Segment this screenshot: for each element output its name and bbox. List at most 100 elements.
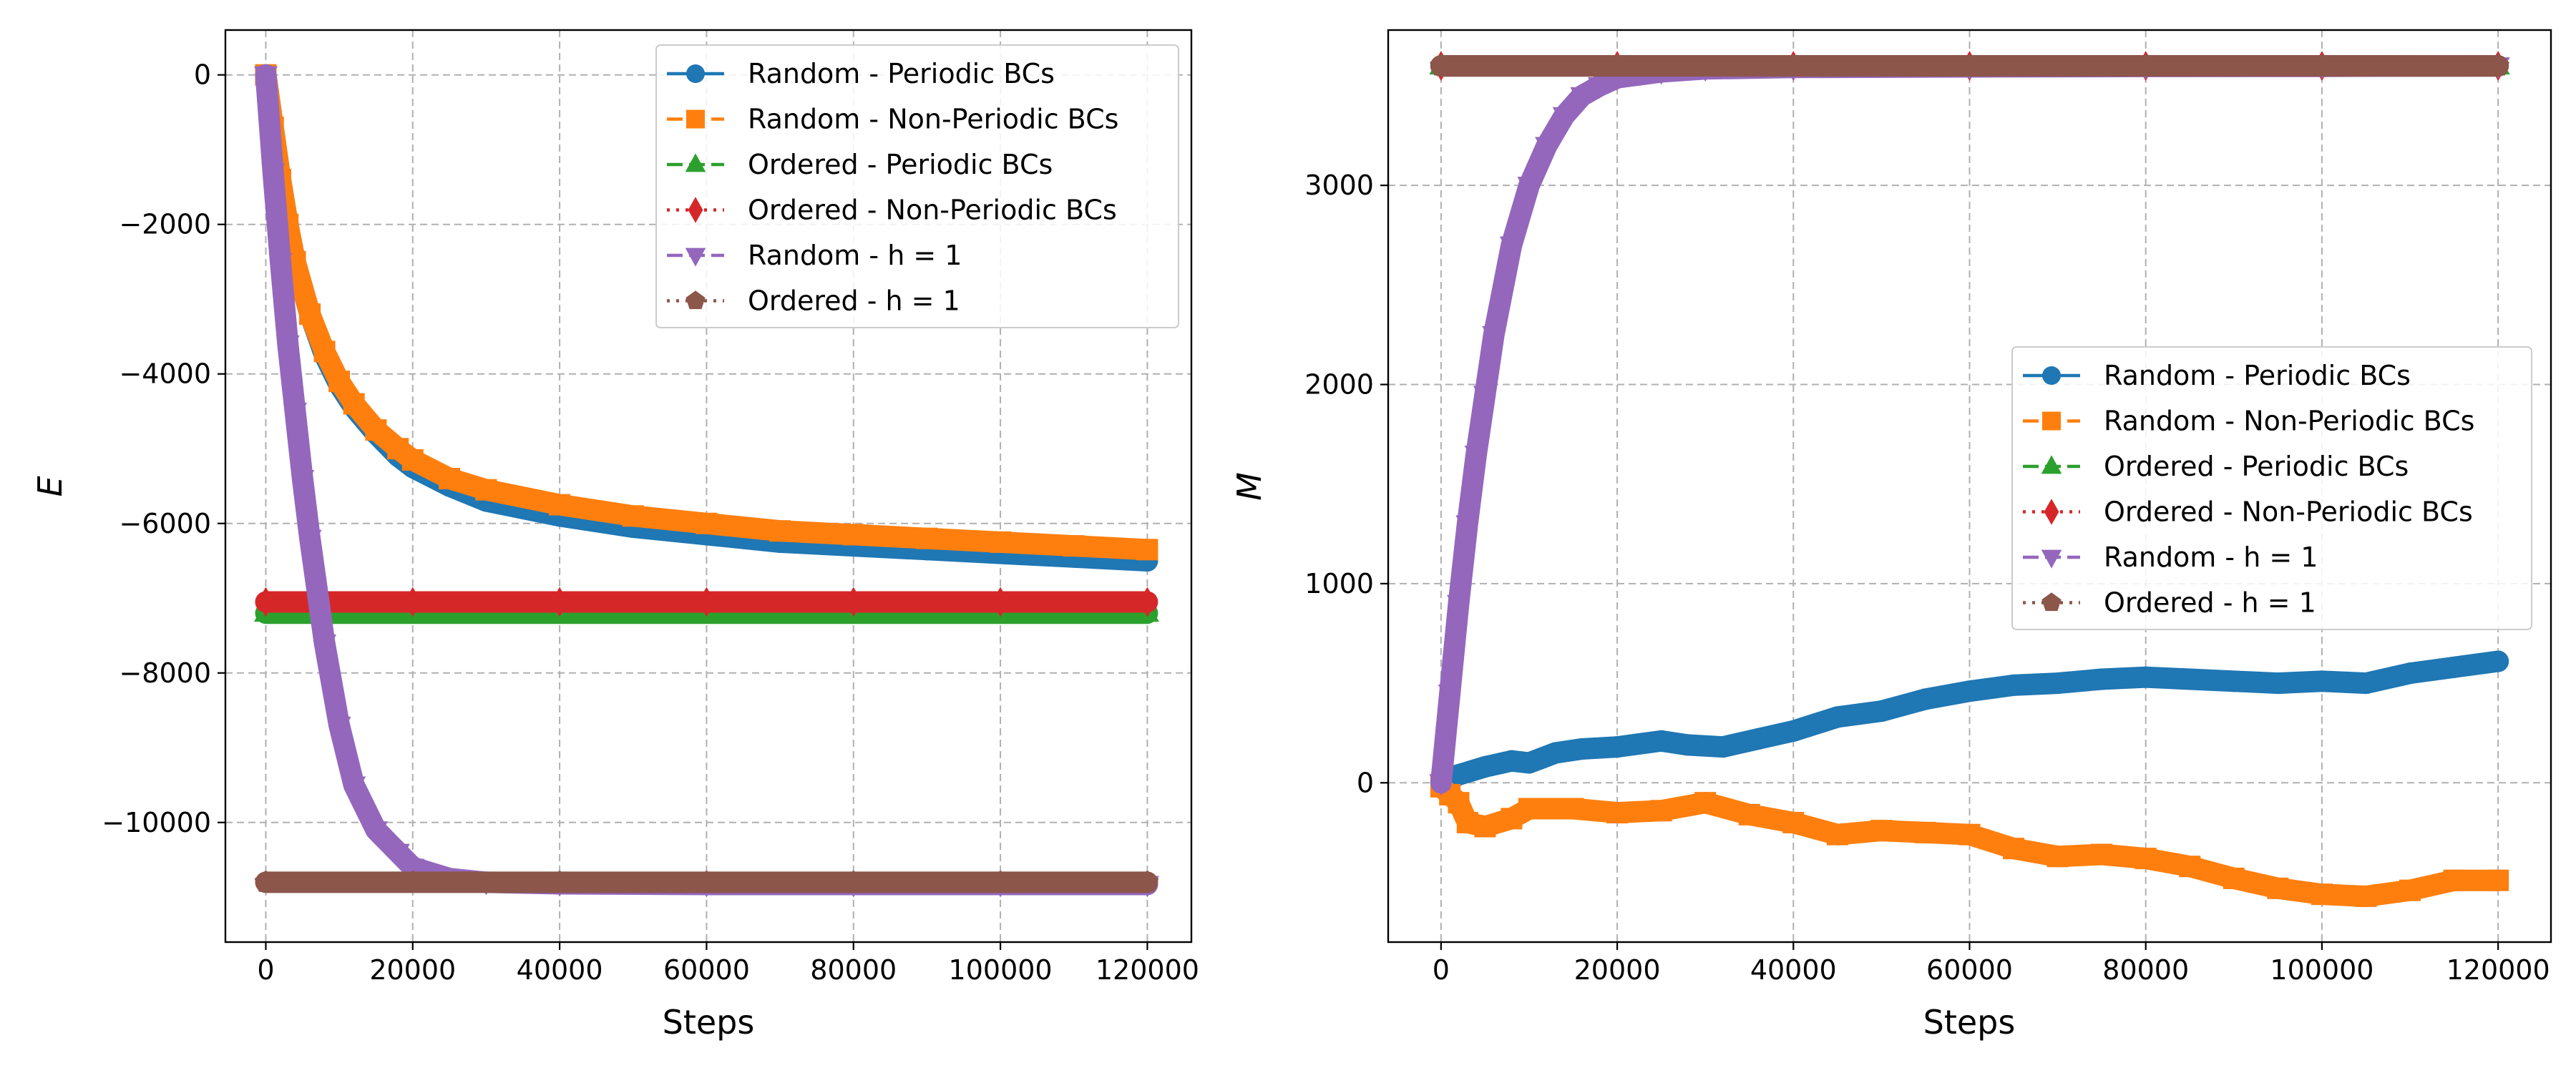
- data-point: [313, 340, 336, 363]
- data-point: [1958, 680, 1981, 702]
- data-point: [2179, 856, 2201, 878]
- data-point: [842, 524, 864, 546]
- data-point: [916, 527, 938, 549]
- y-tick-label: 3000: [1304, 170, 1374, 201]
- legend: Random - Periodic BCs Random - Non-Period…: [2011, 346, 2532, 630]
- data-point: [2135, 848, 2157, 870]
- data-point: [1782, 54, 1805, 76]
- data-point: [2355, 672, 2377, 695]
- data-point: [299, 303, 321, 325]
- legend-label: Random - Periodic BCs: [748, 58, 1055, 89]
- y-tick-label: −8000: [119, 657, 211, 689]
- data-point: [1544, 742, 1566, 764]
- legend-marker: [2042, 411, 2061, 431]
- legend-label: Random - h = 1: [2104, 542, 2318, 573]
- data-point: [1518, 798, 1540, 820]
- data-point: [2223, 670, 2245, 692]
- data-point: [1501, 750, 1523, 772]
- data-point: [2399, 879, 2421, 901]
- data-point: [298, 529, 322, 552]
- ticks: 0 20000 40000 60000 80000 100000 120000 0 1000 20…: [1304, 170, 2550, 986]
- data-point: [2311, 670, 2333, 692]
- data-point: [2487, 54, 2509, 76]
- series-group: [1429, 51, 2510, 907]
- data-point: [548, 870, 571, 892]
- legend-marker: [686, 109, 705, 129]
- x-tick-label: 40000: [1750, 954, 1837, 986]
- data-point: [2267, 877, 2289, 899]
- legend-label: Ordered - h = 1: [2104, 587, 2316, 619]
- x-tick-label: 120000: [2446, 954, 2550, 986]
- data-point: [2355, 885, 2377, 907]
- data-point: [990, 531, 1012, 553]
- legend-label: Random - Non-Periodic BCs: [2104, 406, 2474, 437]
- data-point: [1870, 700, 1893, 722]
- data-point: [1562, 798, 1584, 820]
- data-point: [1782, 720, 1805, 742]
- data-point: [401, 449, 424, 471]
- data-point: [696, 512, 718, 534]
- data-point: [2399, 662, 2421, 685]
- data-point: [1138, 587, 1156, 617]
- data-point: [695, 870, 718, 892]
- legend-label: Ordered - Periodic BCs: [2104, 451, 2409, 482]
- data-point: [1570, 87, 1594, 109]
- data-point: [1473, 386, 1497, 408]
- data-point: [1446, 594, 1470, 617]
- y-axis-label: E: [31, 476, 69, 496]
- data-point: [551, 587, 569, 617]
- data-point: [1552, 107, 1576, 129]
- legend-marker: [2044, 499, 2059, 525]
- data-point: [1464, 445, 1488, 467]
- data-point: [343, 393, 365, 415]
- data-point: [1694, 792, 1717, 814]
- data-point: [992, 587, 1010, 617]
- data-point: [1650, 730, 1672, 752]
- data-point: [1499, 236, 1523, 258]
- x-tick-label: 20000: [369, 954, 456, 986]
- legend-marker: [685, 248, 706, 267]
- data-point: [1650, 800, 1672, 822]
- data-point: [2135, 54, 2157, 76]
- data-point: [1587, 77, 1611, 99]
- data-point: [2003, 674, 2025, 696]
- data-point: [365, 419, 387, 441]
- data-point: [769, 520, 791, 542]
- data-point: [989, 870, 1012, 892]
- x-tick-label: 100000: [949, 954, 1053, 986]
- legend: Random - Periodic BCs Random - Non-Period…: [655, 44, 1179, 328]
- data-point: [1430, 54, 1453, 76]
- data-point: [253, 66, 278, 88]
- series-group: [253, 64, 1159, 898]
- data-point: [1136, 870, 1159, 892]
- data-point: [2311, 54, 2333, 76]
- legend-marker: [2041, 592, 2062, 612]
- data-point: [275, 335, 300, 357]
- energy-panel: 0 20000 40000 60000 80000 100000 120000 0 −2000 −…: [31, 29, 1199, 1042]
- data-point: [283, 402, 308, 424]
- y-tick-label: −2000: [119, 209, 211, 240]
- data-point: [1958, 823, 1981, 846]
- data-point: [1958, 54, 1981, 76]
- legend-marker: [685, 153, 706, 172]
- data-point: [261, 163, 286, 185]
- grid: [1388, 30, 2551, 942]
- magnetization-panel: 0 20000 40000 60000 80000 100000 120000 0 1000 20…: [1230, 29, 2552, 1042]
- data-point: [2091, 843, 2113, 866]
- y-axis-label: M: [1230, 472, 1269, 501]
- y-tick-label: −4000: [119, 358, 211, 390]
- data-point: [2487, 869, 2509, 891]
- x-tick-label: 120000: [1096, 954, 1199, 986]
- data-point: [291, 470, 315, 492]
- data-point: [1571, 738, 1593, 760]
- x-tick-label: 40000: [517, 954, 603, 986]
- legend-label: Random - Non-Periodic BCs: [748, 104, 1118, 135]
- x-axis-label: Steps: [663, 1003, 755, 1042]
- y-tick-label: 0: [194, 59, 211, 91]
- legend-label: Random - Periodic BCs: [2104, 360, 2411, 391]
- data-point: [386, 843, 410, 866]
- data-point: [327, 716, 351, 738]
- data-point: [549, 494, 571, 516]
- data-point: [698, 587, 716, 617]
